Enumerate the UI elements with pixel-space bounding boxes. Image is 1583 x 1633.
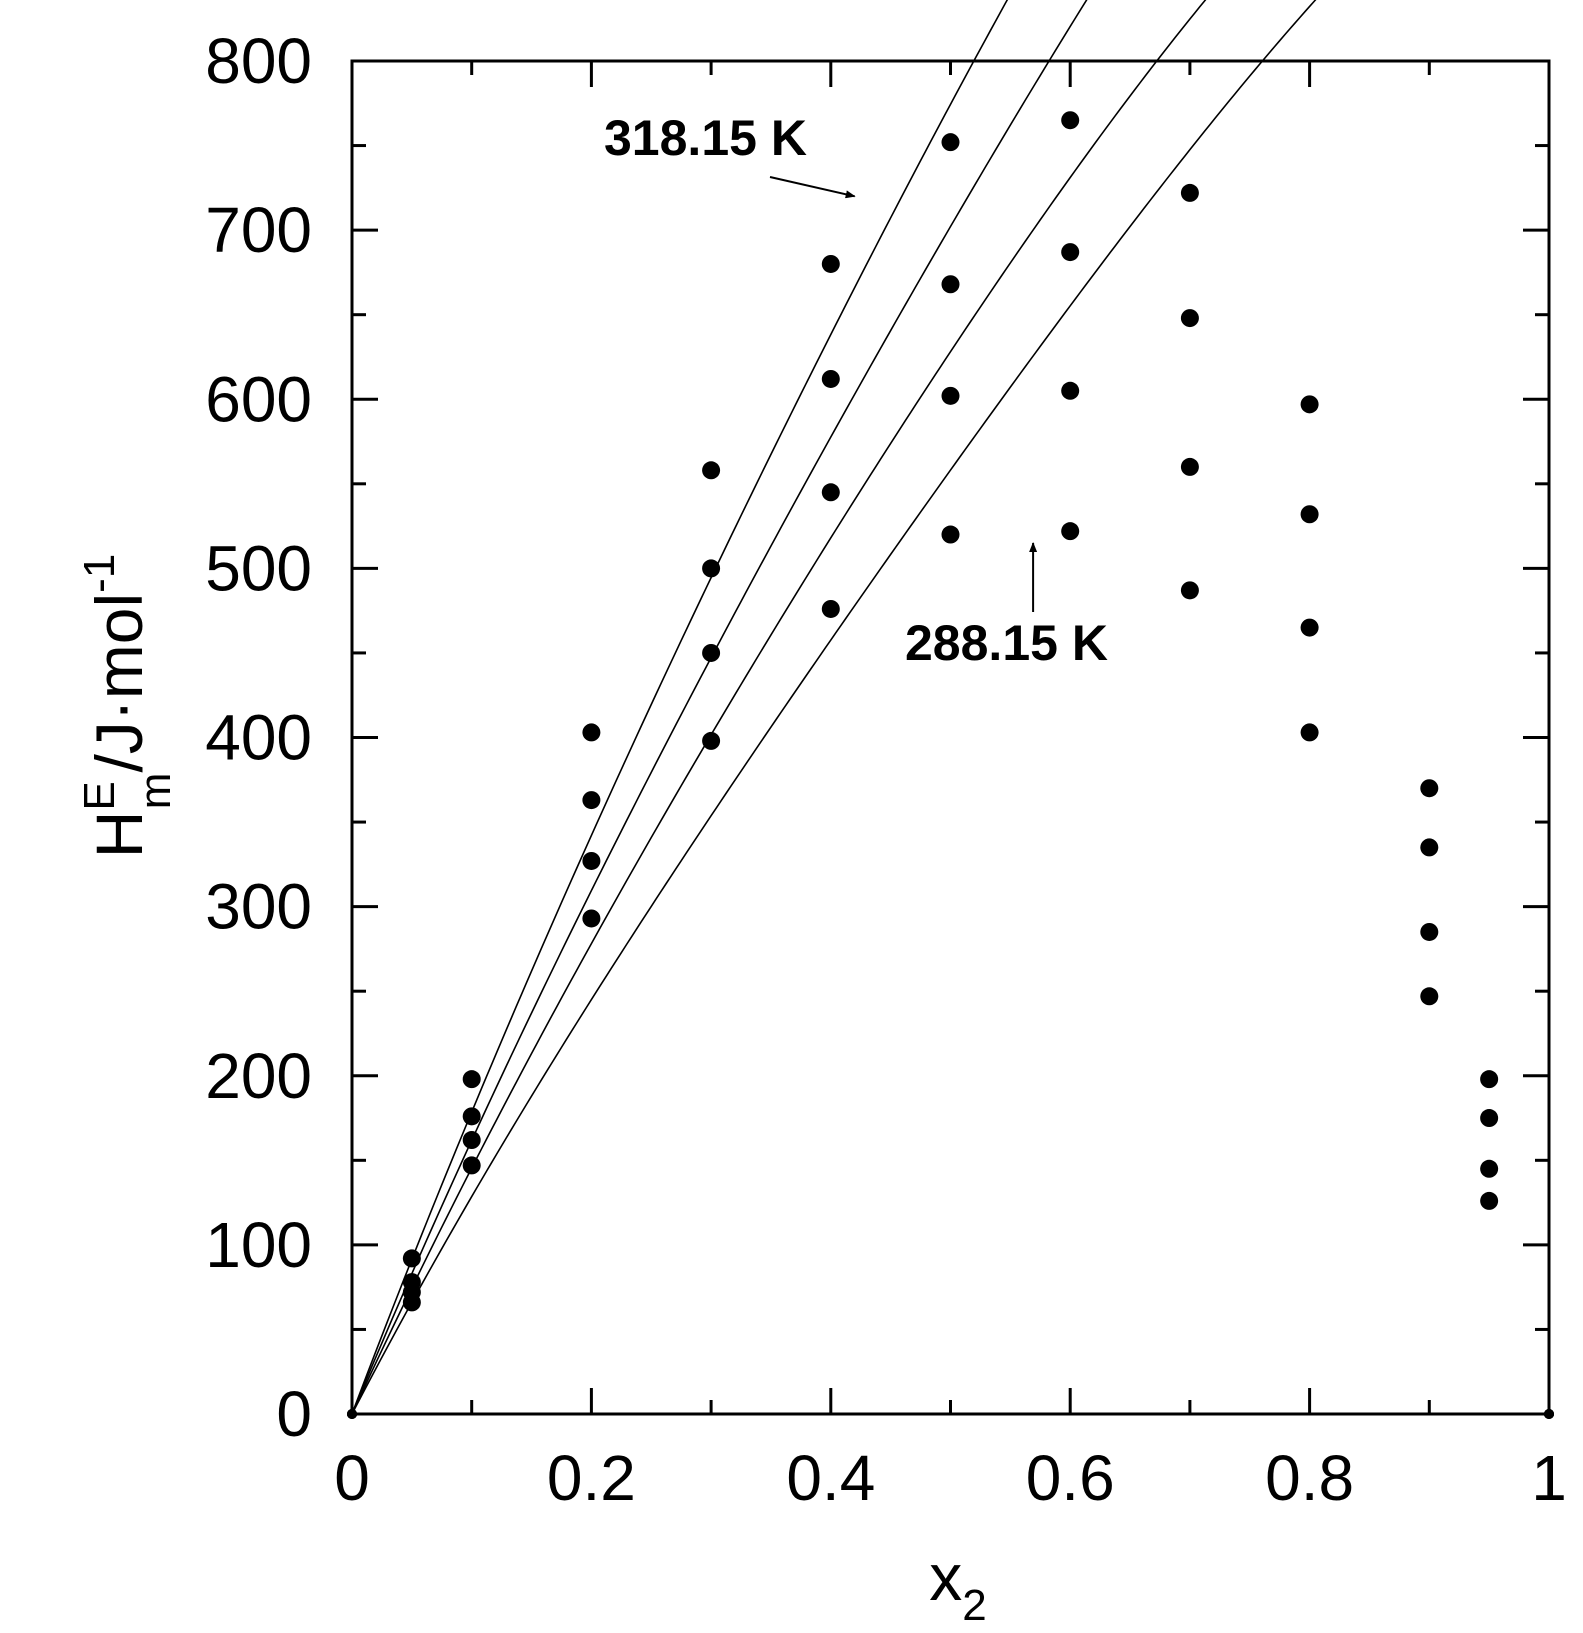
x-tick-label: 0.6 (1026, 1442, 1115, 1514)
data-point (582, 909, 601, 928)
data-point (582, 791, 601, 810)
y-axis-title: HE m/J·mol-1 (75, 554, 180, 858)
data-point (702, 461, 721, 480)
x-tick-label: 0.4 (786, 1442, 875, 1514)
data-point (402, 1293, 421, 1312)
plot-frame (350, 59, 1551, 1416)
x-axis-title-main: x (929, 1540, 962, 1614)
data-point (1420, 838, 1439, 857)
x-tick-label: 1 (1531, 1442, 1567, 1514)
data-point (1061, 243, 1080, 262)
y-axis-title-sup: E (75, 781, 124, 810)
annotation-318K: 318.15 K (604, 110, 856, 199)
data-point (941, 275, 960, 294)
fit-curve-3 (351, 0, 1207, 1415)
ticks-layer (350, 59, 1551, 1416)
data-point (821, 369, 840, 388)
data-point (1480, 1070, 1499, 1089)
data-point (1480, 1159, 1499, 1178)
data-point (582, 723, 601, 742)
y-axis-title-sub: m (131, 773, 180, 810)
annotation-288K-label: 288.15 K (905, 615, 1108, 671)
y-axis-title-unit: /J·mol (82, 593, 156, 773)
data-point (1180, 457, 1199, 476)
data-point (462, 1131, 481, 1150)
x-tick-label: 0.2 (547, 1442, 636, 1514)
data-point (702, 731, 721, 750)
y-axis-title-unit-sup: -1 (75, 554, 124, 593)
fit-curve-4 (351, 0, 1317, 1415)
data-point (1420, 987, 1439, 1006)
fit-curve-2 (351, 0, 1088, 1415)
x-axis-title-sub: 2 (962, 1581, 986, 1630)
data-point (702, 643, 721, 662)
data-point (1300, 505, 1319, 524)
y-tick-label: 400 (205, 702, 312, 774)
annotation-288K: 288.15 K (905, 542, 1108, 671)
y-tick-label: 600 (205, 363, 312, 435)
y-tick-label: 500 (205, 532, 312, 604)
y-tick-label: 200 (205, 1040, 312, 1112)
y-tick-label: 800 (205, 25, 312, 97)
data-point (1061, 522, 1080, 541)
data-point (1180, 581, 1199, 600)
fit-curves (351, 0, 1317, 1415)
data-point (1300, 723, 1319, 742)
fit-curve-1 (351, 0, 1009, 1415)
annotation-318K-arrow (769, 176, 856, 199)
data-point (402, 1249, 421, 1268)
data-point (1480, 1191, 1499, 1210)
data-point (1420, 922, 1439, 941)
data-point (1480, 1109, 1499, 1128)
y-axis-title-main: H (82, 811, 156, 859)
y-tick-label: 700 (205, 194, 312, 266)
data-point (702, 559, 721, 578)
data-point (821, 483, 840, 502)
data-point (821, 254, 840, 273)
data-point (582, 851, 601, 870)
data-point (821, 599, 840, 618)
data-point (462, 1107, 481, 1126)
data-point (941, 386, 960, 405)
y-tick-label: 100 (205, 1209, 312, 1281)
data-point (1300, 395, 1319, 414)
data-point (1061, 111, 1080, 130)
data-point (1061, 381, 1080, 400)
data-point (462, 1070, 481, 1089)
y-tick-label: 0 (276, 1378, 312, 1450)
y-tick-label: 300 (205, 871, 312, 943)
data-point (941, 133, 960, 152)
data-point (1300, 618, 1319, 637)
data-point (462, 1156, 481, 1175)
data-point (1420, 779, 1439, 798)
data-points (347, 111, 1554, 1419)
data-point (941, 525, 960, 544)
data-point (1180, 309, 1199, 328)
data-point (1180, 183, 1199, 202)
x-axis-title: x2 (929, 1540, 986, 1630)
x-tick-label: 0 (334, 1442, 370, 1514)
x-tick-label: 0.8 (1265, 1442, 1354, 1514)
annotation-318K-label: 318.15 K (604, 110, 807, 166)
tick-labels: 0 100 200 300 400 500 600 700 800 0 0.2 0.4 0.6 0.8 1 (205, 25, 1567, 1514)
